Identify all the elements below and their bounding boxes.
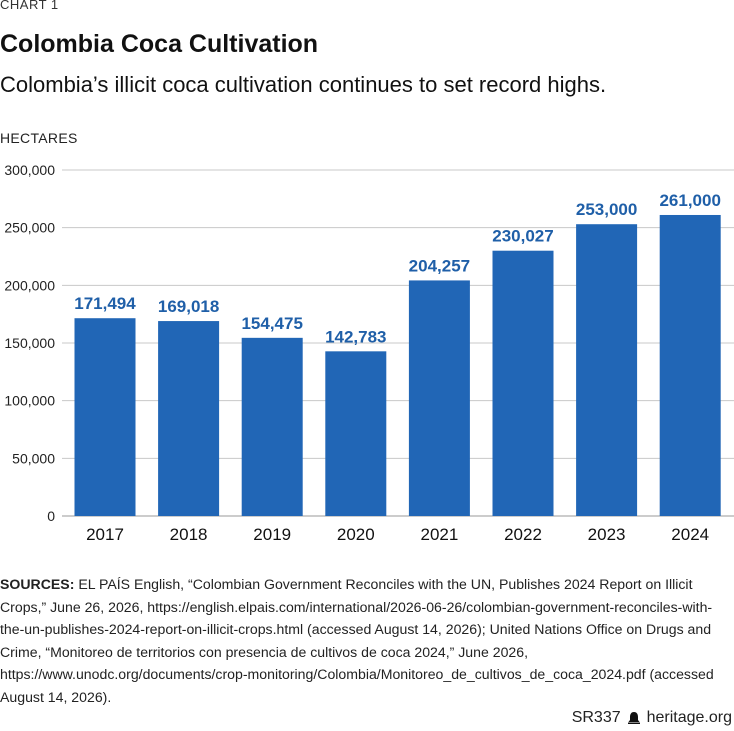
- data-label: 171,494: [74, 294, 136, 313]
- bars: [74, 214, 721, 516]
- chart-title: Colombia Coca Cultivation: [0, 30, 319, 58]
- bar: [492, 250, 554, 516]
- y-tick-label: 150,000: [4, 335, 55, 351]
- sources-text: EL PAÍS English, “Colombian Government R…: [0, 576, 714, 705]
- data-label: 169,018: [158, 297, 219, 316]
- y-tick-label: 100,000: [4, 393, 55, 409]
- y-tick-label: 200,000: [4, 277, 55, 293]
- sources-note: SOURCES: EL PAÍS English, “Colombian Gov…: [0, 573, 732, 709]
- data-label: 154,475: [241, 314, 302, 333]
- x-tick-label: 2017: [86, 525, 124, 544]
- data-label: 142,783: [325, 327, 386, 346]
- chart-label: CHART 1: [0, 0, 59, 12]
- x-tick-label: 2021: [420, 525, 458, 544]
- x-tick-label: 2018: [170, 525, 208, 544]
- x-tick-label: 2020: [337, 525, 375, 544]
- bar-chart: 0 50,000 100,000 150,000 200,000 250,000 300,0…: [4, 162, 734, 544]
- x-tick-label: 2023: [588, 525, 626, 544]
- data-labels: 171,494 169,018 154,475 142,783 204,257 230,0…: [74, 191, 721, 346]
- x-tick-label: 2019: [253, 525, 291, 544]
- chart-subtitle: Colombia’s illicit coca cultivation cont…: [0, 72, 607, 97]
- bar: [408, 280, 470, 516]
- y-tick-labels: 0 50,000 100,000 150,000 200,000 250,000 300,0…: [4, 162, 55, 524]
- y-tick-label: 300,000: [4, 162, 55, 178]
- footer: SR337 heritage.org: [572, 709, 732, 727]
- data-label: 261,000: [659, 191, 720, 210]
- y-tick-label: 250,000: [4, 220, 55, 236]
- x-tick-labels: 2017 2018 2019 2020 2021 2022 2023 2024: [86, 525, 709, 544]
- bar: [325, 351, 387, 516]
- y-tick-label: 0: [47, 508, 55, 524]
- x-tick-label: 2022: [504, 525, 542, 544]
- bell-icon: [627, 711, 641, 725]
- y-tick-label: 50,000: [12, 450, 55, 466]
- bar: [659, 214, 721, 516]
- site-link[interactable]: heritage.org: [646, 709, 732, 726]
- data-label: 204,257: [409, 256, 470, 275]
- report-id: SR337: [571, 709, 621, 726]
- bar: [158, 321, 220, 516]
- bar: [74, 318, 136, 516]
- data-label: 253,000: [576, 200, 637, 219]
- sources-label: SOURCES:: [0, 576, 75, 592]
- y-axis-label: HECTARES: [0, 130, 78, 146]
- bar: [241, 337, 303, 516]
- bar: [576, 224, 638, 516]
- x-tick-label: 2024: [671, 525, 709, 544]
- data-label: 230,027: [492, 227, 553, 246]
